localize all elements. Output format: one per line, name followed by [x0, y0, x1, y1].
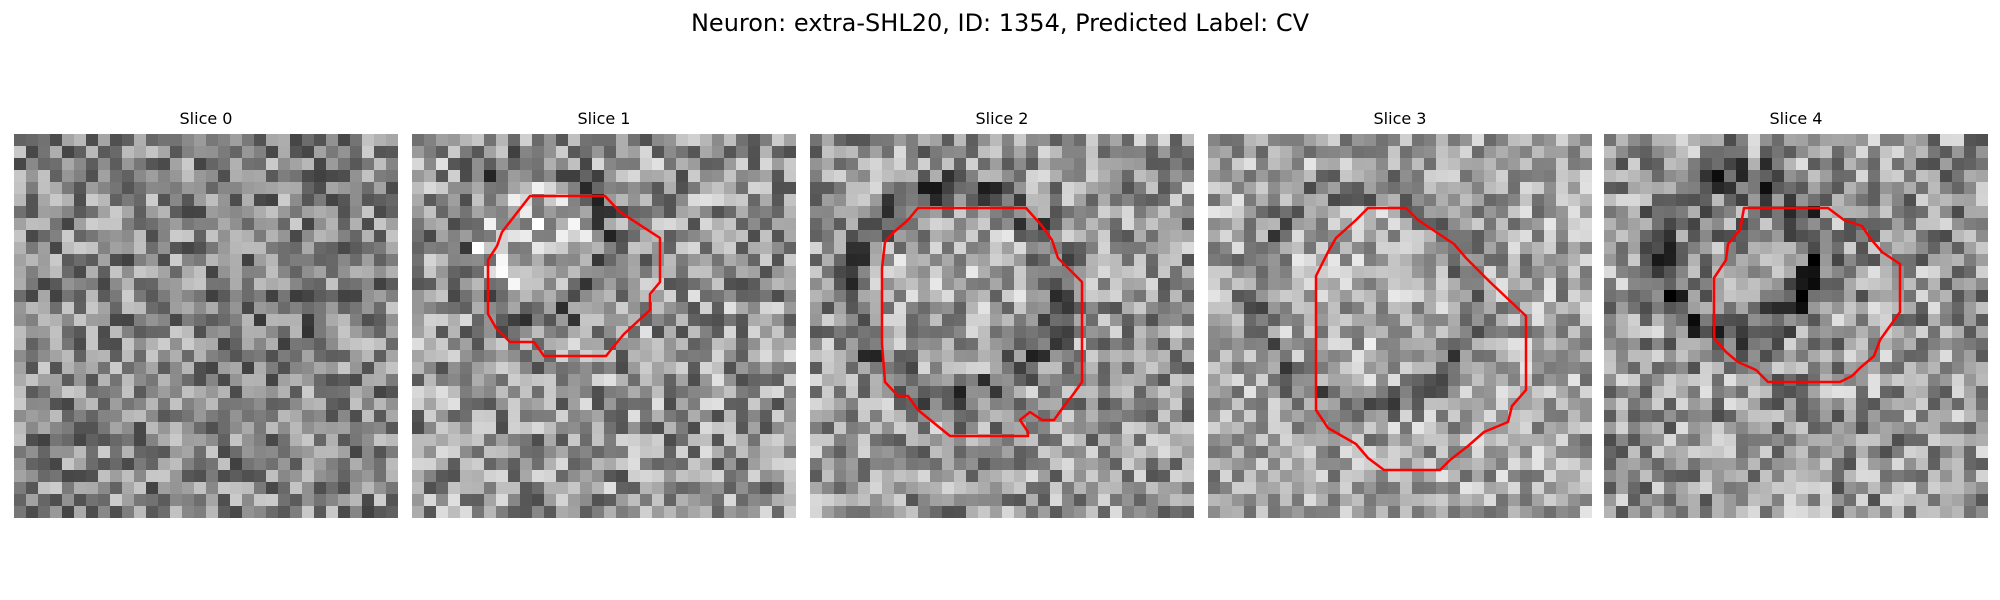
- slice-panel-1: Slice 1: [412, 108, 796, 518]
- slice-title-2: Slice 2: [975, 109, 1029, 128]
- slice-title-4: Slice 4: [1769, 109, 1823, 128]
- slice-image-0: [14, 134, 398, 518]
- slice-image-3: [1208, 134, 1592, 518]
- slice-title-1: Slice 1: [577, 109, 631, 128]
- contour-outline-2: [880, 206, 1084, 438]
- pixel-grid-2: [810, 134, 1194, 518]
- contour-outline-3: [1314, 206, 1528, 472]
- slice-panel-4: Slice 4: [1604, 108, 1988, 518]
- contour-outline-1: [486, 194, 662, 358]
- slice-title-0: Slice 0: [179, 109, 233, 128]
- slice-image-4: [1604, 134, 1988, 518]
- pixel-grid-3: [1208, 134, 1592, 518]
- contour-outline-4: [1712, 206, 1902, 384]
- slice-panel-0: Slice 0: [14, 108, 398, 518]
- pixel-grid-0: [14, 134, 398, 518]
- slice-panel-2: Slice 2: [810, 108, 1194, 518]
- pixel-grid-4: [1604, 134, 1988, 518]
- figure-title: Neuron: extra-SHL20, ID: 1354, Predicted…: [690, 9, 1310, 37]
- slice-image-2: [810, 134, 1194, 518]
- slice-panel-3: Slice 3: [1208, 108, 1592, 518]
- slice-image-1: [412, 134, 796, 518]
- slice-title-3: Slice 3: [1373, 109, 1427, 128]
- pixel-grid-1: [412, 134, 796, 518]
